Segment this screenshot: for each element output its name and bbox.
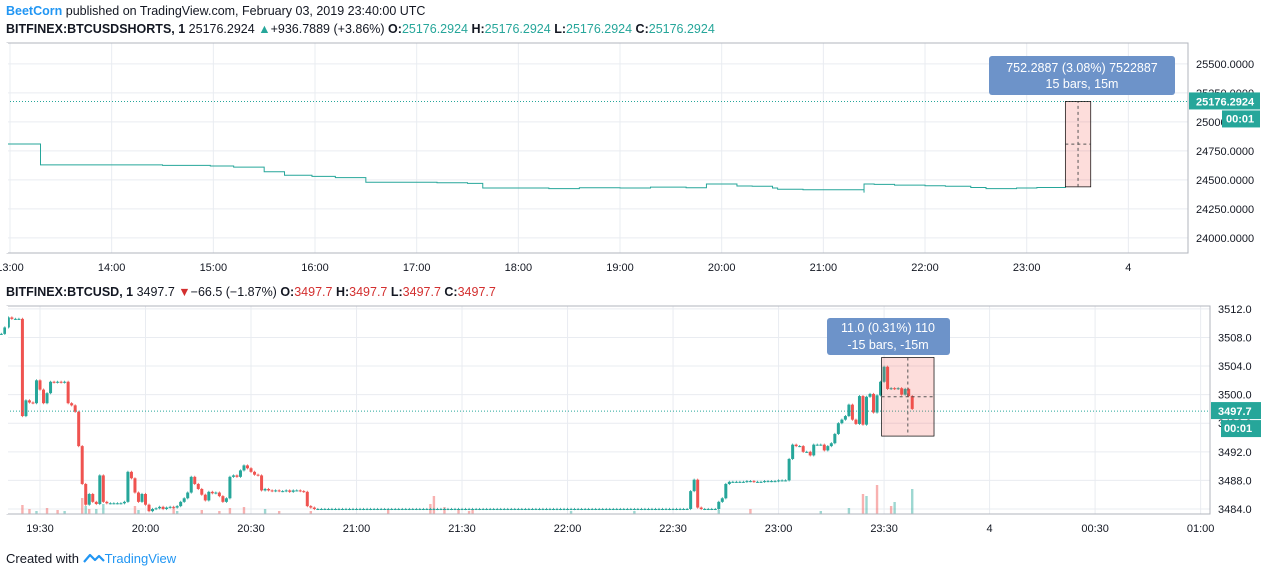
countdown-label: 00:01 <box>1226 113 1254 125</box>
footer-prefix: Created with <box>6 551 79 566</box>
last-price: 3497.7 <box>136 285 175 299</box>
top-chart-legend: BITFINEX:BTCUSDSHORTS, 1 25176.2924 ▲+93… <box>6 22 715 36</box>
symbol-label[interactable]: BITFINEX:BTCUSD, 1 <box>6 285 134 299</box>
grid <box>7 43 1188 253</box>
x-tick-label: 18:00 <box>505 262 533 274</box>
triangle-down-icon: ▼ <box>178 285 191 299</box>
last-price: 25176.2924 <box>188 22 255 36</box>
y-tick-label: 25500.0000 <box>1196 59 1254 71</box>
x-tick-label: 4 <box>1125 262 1131 274</box>
line-series <box>7 100 1188 193</box>
x-tick-label: 17:00 <box>403 262 431 274</box>
countdown-bg <box>1222 110 1260 128</box>
x-tick-label: 23:00 <box>1013 262 1041 274</box>
open-value: 25176.2924 <box>401 22 468 36</box>
x-tick-label: 21:00 <box>810 262 838 274</box>
measure-tooltip-line2: 15 bars, 15m <box>1046 77 1119 91</box>
y-tick-label: 24750.0000 <box>1196 146 1254 158</box>
price-change: −66.5 (−1.87%) <box>190 285 277 299</box>
x-tick-label: 15:00 <box>200 262 228 274</box>
price-axis[interactable]: 25500.000025250.000025000.000024750.0000… <box>1189 59 1260 245</box>
high-value: 25176.2924 <box>484 22 551 36</box>
price-label-bg <box>1189 92 1260 110</box>
x-tick-label: 14:00 <box>98 262 126 274</box>
low-value: 25176.2924 <box>566 22 633 36</box>
time-axis[interactable]: 13:00 14:00 15:00 16:00 17:00 18:00 19:00 20:00… <box>0 262 1131 274</box>
x-tick-label: 20:00 <box>708 262 736 274</box>
x-tick-label: 13:00 <box>0 262 24 274</box>
triangle-up-icon: ▲ <box>258 22 271 36</box>
footer-brand[interactable]: TradingView <box>104 551 177 566</box>
close-value: 3497.7 <box>457 285 496 299</box>
symbol-label[interactable]: BITFINEX:BTCUSDSHORTS, 1 <box>6 22 186 36</box>
author-link[interactable]: BeetCorn <box>6 4 63 18</box>
publish-text: published on TradingView.com, February 0… <box>62 4 426 18</box>
y-tick-label: 24500.0000 <box>1196 175 1254 187</box>
x-tick-label: 16:00 <box>301 262 329 274</box>
x-tick-label: 22:00 <box>911 262 939 274</box>
measure-tooltip-line1: 752.2887 (3.08%) 7522887 <box>1006 61 1158 75</box>
tradingview-logo-icon <box>82 551 105 566</box>
price-line <box>7 143 1066 193</box>
bottom-chart-legend: BITFINEX:BTCUSD, 1 3497.7 ▼−66.5 (−1.87%… <box>6 285 496 299</box>
price-label: 25176.2924 <box>1196 96 1255 108</box>
low-value: 3497.7 <box>402 285 441 299</box>
price-change: +936.7889 (+3.86%) <box>270 22 385 36</box>
y-tick-label: 24000.0000 <box>1196 233 1254 245</box>
open-value: 3497.7 <box>294 285 333 299</box>
publish-info: BeetCorn published on TradingView.com, F… <box>6 4 425 18</box>
y-tick-label: 24250.0000 <box>1196 204 1254 216</box>
measure-tool[interactable]: 752.2887 (3.08%) 7522887 15 bars, 15m <box>989 56 1175 188</box>
x-tick-label: 19:00 <box>606 262 634 274</box>
measure-tooltip-bg <box>989 56 1175 95</box>
close-value: 25176.2924 <box>648 22 715 36</box>
high-value: 3497.7 <box>349 285 388 299</box>
footer: Created with TradingView <box>6 551 176 566</box>
